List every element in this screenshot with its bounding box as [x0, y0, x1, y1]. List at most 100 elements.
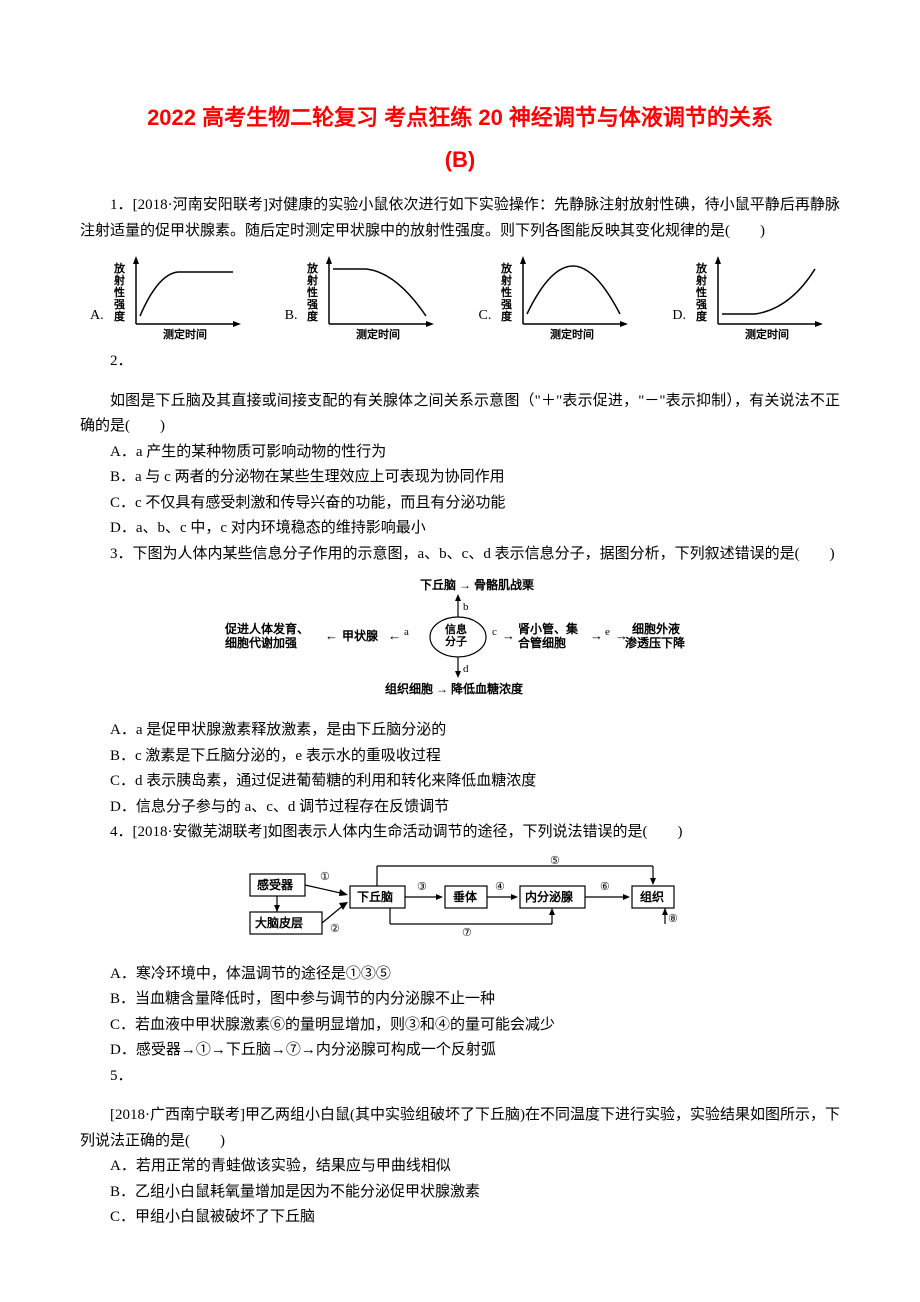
svg-text:下丘脑 → 骨骼肌战栗: 下丘脑 → 骨骼肌战栗	[420, 577, 534, 592]
q3-stem: 3．下图为人体内某些信息分子作用的示意图，a、b、c、d 表示信息分子，据图分析…	[80, 542, 840, 568]
svg-text:信息: 信息	[445, 622, 467, 636]
svg-text:⑤: ⑤	[550, 855, 560, 867]
q2-num: 2．	[80, 349, 840, 375]
svg-text:强: 强	[307, 298, 318, 311]
q5-opt-c: C．甲组小白鼠被破坏了下丘脑	[80, 1205, 840, 1231]
svg-text:强: 强	[696, 298, 707, 311]
chart-b-label: B.	[285, 308, 298, 344]
q5-opt-a: A．若用正常的青蛙做该实验，结果应与甲曲线相似	[80, 1154, 840, 1180]
chart-a-label: A.	[90, 308, 104, 344]
svg-text:下丘脑: 下丘脑	[357, 889, 393, 904]
svg-text:强: 强	[501, 298, 512, 311]
q1-stem: 1．[2018·河南安阳联考]对健康的实验小鼠依次进行如下实验操作：先静脉注射放…	[80, 193, 840, 244]
document-page: 2022 高考生物二轮复习 考点狂练 20 神经调节与体液调节的关系 (B) 1…	[0, 0, 920, 1291]
svg-text:⑦: ⑦	[462, 927, 472, 939]
svg-text:细胞外液: 细胞外液	[632, 621, 680, 636]
chart-c: C. 放 射 性 强 度 测定时间	[479, 254, 636, 344]
svg-text:度: 度	[501, 309, 513, 323]
svg-text:性: 性	[307, 285, 318, 299]
chart-a: A. 放 射 性 强 度 测定时间	[90, 254, 248, 344]
svg-text:②: ②	[330, 923, 340, 935]
svg-text:分子: 分子	[445, 634, 467, 648]
q4-opt-d: D．感受器→①→下丘脑→⑦→内分泌腺可构成一个反射弧	[80, 1038, 840, 1064]
svg-text:性: 性	[114, 285, 125, 299]
q2-spacer	[80, 375, 840, 389]
q4-opt-c: C．若血液中甲状腺激素⑥的量明显增加，则③和④的量可能会减少	[80, 1013, 840, 1039]
svg-text:射: 射	[113, 273, 125, 287]
q5-num: 5．	[80, 1064, 840, 1090]
svg-text:→: →	[502, 628, 515, 643]
q4-opt-b: B．当血糖含量降低时，图中参与调节的内分泌腺不止一种	[80, 987, 840, 1013]
q5-spacer	[80, 1089, 840, 1103]
q2-opt-c: C．c 不仅具有感受刺激和传导兴奋的功能，而且有分泌功能	[80, 491, 840, 517]
svg-text:肾小管、集: 肾小管、集	[518, 621, 579, 636]
svg-text:促进人体发育、: 促进人体发育、	[224, 621, 309, 636]
svg-text:←: ←	[388, 628, 401, 643]
svg-text:e: e	[605, 626, 610, 638]
q5-opt-b: B．乙组小白鼠耗氧量增加是因为不能分泌促甲状腺激素	[80, 1180, 840, 1206]
svg-text:渗透压下降: 渗透压下降	[625, 635, 686, 650]
svg-text:a: a	[404, 626, 409, 638]
svg-text:度: 度	[114, 309, 126, 323]
svg-text:大脑皮层: 大脑皮层	[255, 915, 303, 930]
chart-b: B. 放 射 性 强 度 测定时间	[285, 254, 442, 344]
chart-c-label: C.	[479, 308, 492, 344]
svg-text:⑧: ⑧	[668, 913, 678, 925]
svg-text:度: 度	[696, 309, 708, 323]
svg-text:d: d	[463, 663, 469, 675]
svg-text:放: 放	[500, 261, 513, 275]
q3-opt-d: D．信息分子参与的 a、c、d 调节过程存在反馈调节	[80, 795, 840, 821]
q2-opt-a: A．a 产生的某种物质可影响动物的性行为	[80, 440, 840, 466]
q3-opt-c: C．d 表示胰岛素，通过促进葡萄糖的利用和转化来降低血糖浓度	[80, 769, 840, 795]
svg-text:性: 性	[501, 285, 512, 299]
svg-text:合管细胞: 合管细胞	[518, 635, 566, 650]
svg-text:④: ④	[495, 881, 505, 893]
doc-title-line1: 2022 高考生物二轮复习 考点狂练 20 神经调节与体液调节的关系	[80, 100, 840, 135]
svg-text:测定时间: 测定时间	[356, 327, 400, 341]
chart-d-label: D.	[672, 308, 686, 344]
q2-stem: 如图是下丘脑及其直接或间接支配的有关腺体之间关系示意图（"＋"表示促进，"－"表…	[80, 389, 840, 440]
q3-diagram: 下丘脑 → 骨骼肌战栗 b 促进人体发育、 细胞代谢加强 ← 甲状腺 ← a 信…	[80, 575, 840, 710]
q3-opt-a: A．a 是促甲状腺激素释放激素，是由下丘脑分泌的	[80, 718, 840, 744]
svg-text:b: b	[463, 601, 469, 613]
svg-text:细胞代谢加强: 细胞代谢加强	[225, 635, 297, 650]
chart-d: D. 放 射 性 强 度 测定时间	[672, 254, 830, 344]
q3-opt-b: B．c 激素是下丘脑分泌的，e 表示水的重吸收过程	[80, 744, 840, 770]
svg-text:测定时间: 测定时间	[163, 327, 207, 341]
svg-text:感受器: 感受器	[257, 877, 294, 892]
svg-text:←: ←	[325, 628, 338, 643]
q4-stem: 4．[2018·安徽芜湖联考]如图表示人体内生命活动调节的途径，下列说法错误的是…	[80, 820, 840, 846]
q2-opt-d: D．a、b、c 中，c 对内环境稳态的维持影响最小	[80, 516, 840, 542]
svg-text:c: c	[492, 626, 497, 638]
chart-d-svg: 放 射 性 强 度 测定时间	[690, 254, 830, 344]
q4-diagram: 感受器 下丘脑 垂体 内分泌腺 组织 大脑皮层 ① ②	[80, 854, 840, 954]
svg-text:组织: 组织	[640, 889, 664, 904]
doc-title-line2: (B)	[80, 147, 840, 173]
q2-opt-b: B．a 与 c 两者的分泌物在某些生理效应上可表现为协同作用	[80, 465, 840, 491]
svg-text:强: 强	[114, 298, 125, 311]
q3-diagram-svg: 下丘脑 → 骨骼肌战栗 b 促进人体发育、 细胞代谢加强 ← 甲状腺 ← a 信…	[220, 575, 700, 705]
chart-a-svg: 放 射 性 强 度 测定时间	[108, 254, 248, 344]
svg-text:组织细胞 → 降低血糖浓度: 组织细胞 → 降低血糖浓度	[385, 681, 524, 696]
svg-text:→: →	[590, 628, 603, 643]
svg-text:内分泌腺: 内分泌腺	[525, 889, 574, 904]
svg-text:放: 放	[113, 261, 126, 275]
q4-opt-a: A．寒冷环境中，体温调节的途径是①③⑤	[80, 962, 840, 988]
svg-text:⑥: ⑥	[600, 881, 610, 893]
svg-text:测定时间: 测定时间	[550, 327, 594, 341]
svg-text:射: 射	[306, 273, 318, 287]
svg-text:射: 射	[695, 273, 707, 287]
q1-charts-row: A. 放 射 性 强 度 测定时间 B.	[80, 254, 840, 344]
svg-text:①: ①	[320, 871, 330, 883]
svg-text:③: ③	[417, 881, 427, 893]
svg-text:放: 放	[306, 261, 319, 275]
svg-text:射: 射	[500, 273, 512, 287]
svg-text:垂体: 垂体	[453, 889, 478, 904]
svg-text:放: 放	[695, 261, 708, 275]
q5-stem: [2018·广西南宁联考]甲乙两组小白鼠(其中实验组破坏了下丘脑)在不同温度下进…	[80, 1103, 840, 1154]
svg-text:测定时间: 测定时间	[745, 327, 789, 341]
svg-text:性: 性	[696, 285, 707, 299]
chart-c-svg: 放 射 性 强 度 测定时间	[495, 254, 635, 344]
chart-b-svg: 放 射 性 强 度 测定时间	[301, 254, 441, 344]
q4-diagram-svg: 感受器 下丘脑 垂体 内分泌腺 组织 大脑皮层 ① ②	[240, 854, 680, 949]
